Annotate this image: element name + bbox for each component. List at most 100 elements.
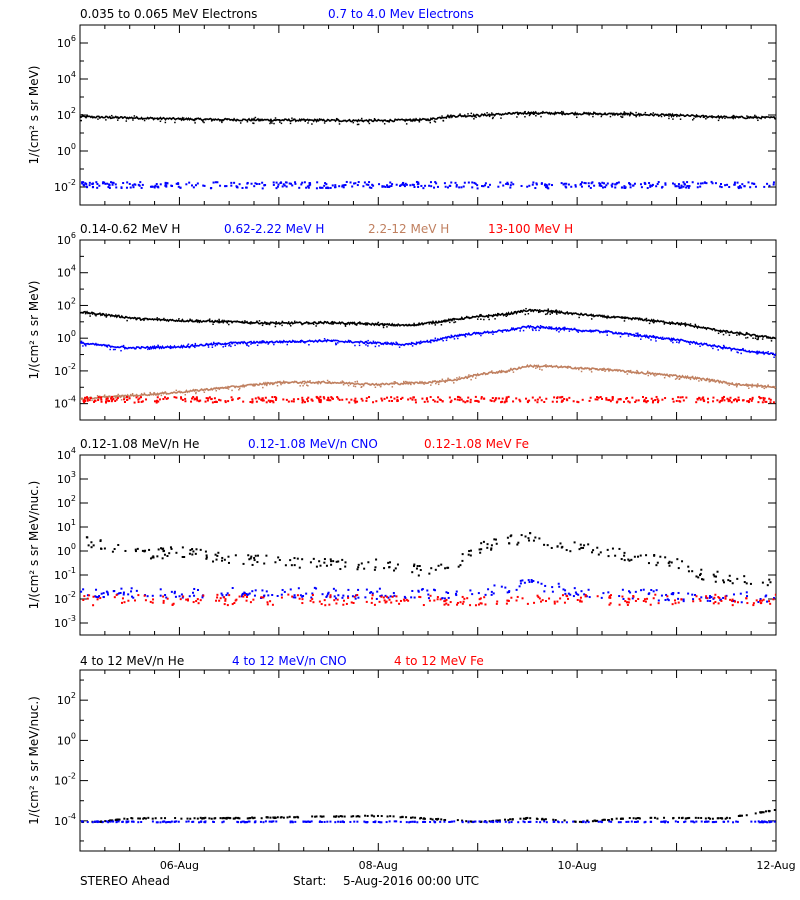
data-point bbox=[165, 397, 168, 400]
y-tick-label: 10-2 bbox=[54, 772, 76, 788]
data-point bbox=[455, 185, 458, 188]
data-point bbox=[301, 323, 303, 326]
data-point bbox=[486, 546, 489, 549]
data-point bbox=[194, 122, 196, 124]
data-point bbox=[413, 185, 416, 188]
data-point bbox=[671, 397, 674, 400]
data-point bbox=[644, 111, 647, 114]
data-point bbox=[405, 598, 408, 601]
data-point bbox=[676, 115, 678, 118]
data-point bbox=[164, 817, 167, 820]
data-point bbox=[83, 595, 86, 598]
data-point bbox=[149, 348, 151, 350]
data-point bbox=[619, 817, 622, 820]
data-point bbox=[123, 400, 126, 403]
data-point bbox=[459, 113, 461, 115]
data-point bbox=[428, 599, 431, 602]
data-point bbox=[756, 338, 758, 341]
data-point bbox=[593, 184, 596, 187]
data-point bbox=[195, 600, 198, 603]
data-point bbox=[476, 187, 479, 190]
data-point bbox=[351, 321, 354, 324]
data-point bbox=[722, 333, 725, 336]
data-point bbox=[404, 596, 407, 599]
data-point bbox=[579, 183, 582, 186]
data-point bbox=[323, 820, 326, 823]
data-point bbox=[84, 182, 87, 185]
data-point bbox=[323, 338, 326, 340]
data-point bbox=[253, 594, 256, 597]
data-point bbox=[160, 547, 163, 550]
data-point bbox=[532, 580, 535, 583]
data-point bbox=[329, 820, 332, 823]
data-point bbox=[569, 550, 572, 553]
data-point bbox=[341, 815, 344, 818]
data-point bbox=[92, 595, 95, 598]
data-point bbox=[546, 313, 548, 315]
data-point bbox=[277, 183, 280, 186]
data-point bbox=[456, 819, 459, 822]
data-point bbox=[457, 337, 459, 340]
data-point bbox=[530, 579, 533, 582]
data-point bbox=[274, 325, 277, 328]
data-point bbox=[370, 591, 373, 594]
data-point bbox=[540, 115, 542, 118]
data-point bbox=[297, 816, 300, 819]
y-tick-label: 100 bbox=[57, 329, 76, 345]
data-point bbox=[724, 595, 727, 598]
data-point bbox=[528, 580, 531, 583]
data-point bbox=[117, 820, 120, 823]
data-point bbox=[327, 592, 330, 595]
data-point bbox=[91, 399, 93, 402]
data-point bbox=[532, 539, 535, 542]
data-point bbox=[480, 397, 483, 400]
data-point bbox=[360, 117, 363, 120]
data-point bbox=[464, 401, 467, 404]
data-point bbox=[577, 401, 580, 404]
data-point bbox=[425, 398, 428, 401]
data-point bbox=[545, 397, 548, 400]
data-point bbox=[81, 182, 84, 185]
data-point bbox=[181, 118, 184, 121]
data-point bbox=[439, 820, 442, 823]
data-point bbox=[554, 819, 557, 822]
data-point bbox=[348, 401, 351, 404]
data-point bbox=[303, 383, 306, 385]
data-point bbox=[337, 342, 339, 344]
data-point bbox=[115, 398, 118, 401]
data-point bbox=[126, 818, 129, 821]
data-point bbox=[677, 597, 680, 600]
data-point bbox=[711, 378, 714, 381]
data-point bbox=[588, 369, 591, 371]
data-point bbox=[259, 119, 261, 122]
data-point bbox=[750, 399, 753, 402]
data-point bbox=[649, 816, 652, 819]
data-point bbox=[611, 185, 614, 188]
data-point bbox=[311, 593, 314, 596]
data-point bbox=[618, 595, 621, 598]
data-point bbox=[318, 118, 321, 120]
data-point bbox=[507, 819, 510, 822]
data-point bbox=[305, 186, 308, 189]
data-point bbox=[142, 817, 145, 820]
data-point bbox=[333, 321, 336, 323]
data-point bbox=[759, 597, 762, 600]
data-point bbox=[412, 183, 415, 186]
data-point bbox=[610, 594, 613, 597]
data-point bbox=[682, 598, 685, 601]
legend-entry: 0.12-1.08 MeV/n He bbox=[80, 437, 199, 451]
data-point bbox=[152, 598, 155, 601]
data-point bbox=[504, 820, 507, 823]
data-point bbox=[738, 186, 741, 189]
data-point bbox=[166, 182, 169, 185]
data-point bbox=[567, 592, 570, 595]
data-point bbox=[649, 603, 652, 606]
data-point bbox=[448, 116, 451, 119]
data-point bbox=[405, 380, 407, 383]
data-point bbox=[247, 593, 250, 596]
data-point bbox=[279, 121, 281, 123]
data-point bbox=[212, 341, 215, 344]
data-point bbox=[294, 340, 296, 342]
data-point bbox=[318, 600, 321, 603]
